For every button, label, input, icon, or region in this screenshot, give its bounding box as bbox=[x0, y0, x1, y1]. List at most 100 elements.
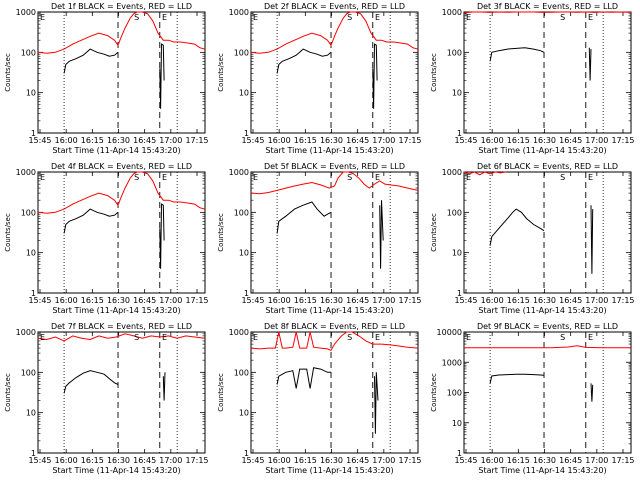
x-tick-label: 16:00 bbox=[481, 296, 504, 305]
time-marker-label: E bbox=[588, 173, 593, 182]
lld-series-line bbox=[37, 11, 206, 54]
plot-frame bbox=[37, 171, 206, 294]
panel-title: Det 8f BLACK = Events, RED = LLD bbox=[264, 322, 405, 331]
y-tick-label: 10000 bbox=[437, 328, 462, 337]
detector-panel: Det 7f BLACK = Events, RED = LLD 1 10 100 10… bbox=[0, 320, 213, 480]
x-tick-label: 16:00 bbox=[268, 296, 291, 305]
y-tick-label: 10 bbox=[26, 409, 36, 418]
y-tick-label: 1000 bbox=[442, 358, 462, 367]
events-series-line bbox=[63, 208, 119, 234]
y-tick-label: 1 bbox=[457, 129, 462, 138]
x-tick-label: 15:45 bbox=[454, 136, 477, 145]
plot-frame bbox=[250, 171, 419, 294]
y-tick-label: 10 bbox=[239, 409, 249, 418]
x-tick-label: 16:45 bbox=[346, 456, 369, 465]
y-tick-label: 1000 bbox=[442, 168, 462, 177]
time-marker-label: E bbox=[40, 13, 45, 22]
x-tick-label: 15:45 bbox=[28, 136, 51, 145]
time-marker-label: S bbox=[347, 13, 352, 22]
x-tick-label: 16:30 bbox=[533, 456, 556, 465]
plot-frame bbox=[463, 331, 632, 454]
x-tick-label: 17:15 bbox=[398, 456, 421, 465]
y-tick-label: 10 bbox=[239, 249, 249, 258]
x-tick-label: 17:00 bbox=[372, 456, 395, 465]
plot-frame bbox=[463, 171, 632, 294]
y-tick-label: 1000 bbox=[229, 168, 249, 177]
events-series-line bbox=[276, 367, 331, 389]
panel-title: Det 2f BLACK = Events, RED = LLD bbox=[264, 2, 405, 11]
panel-chart: Det 6f BLACK = Events, RED = LLD 1 10 100 10… bbox=[430, 162, 635, 315]
x-tick-label: 17:15 bbox=[611, 136, 634, 145]
panel-title: Det 6f BLACK = Events, RED = LLD bbox=[477, 162, 618, 171]
y-tick-label: 1 bbox=[457, 449, 462, 458]
x-tick-label: 16:45 bbox=[346, 136, 369, 145]
time-marker-label: E bbox=[588, 13, 593, 22]
x-tick-label: 16:30 bbox=[320, 136, 343, 145]
x-tick-label: 17:00 bbox=[585, 296, 608, 305]
panel-title: Det 9f BLACK = Events, RED = LLD bbox=[477, 322, 618, 331]
y-tick-label: 1 bbox=[31, 449, 36, 458]
x-tick-label: 17:15 bbox=[185, 296, 208, 305]
x-tick-label: 16:30 bbox=[320, 456, 343, 465]
time-marker-label: S bbox=[134, 333, 139, 342]
x-tick-label: 17:00 bbox=[159, 296, 182, 305]
x-tick-label: 16:00 bbox=[55, 136, 78, 145]
detector-panel: Det 4f BLACK = Events, RED = LLD 1 10 100 10… bbox=[0, 160, 213, 320]
panel-chart: Det 1f BLACK = Events, RED = LLD 1 10 100 10… bbox=[4, 2, 209, 155]
x-tick-label: 16:45 bbox=[133, 296, 156, 305]
x-tick-label: 16:15 bbox=[81, 296, 104, 305]
events-series-line bbox=[159, 203, 165, 269]
x-tick-label: 17:00 bbox=[585, 456, 608, 465]
y-tick-label: 1000 bbox=[16, 328, 36, 337]
x-tick-label: 17:15 bbox=[398, 296, 421, 305]
y-tick-label: 1000 bbox=[442, 8, 462, 17]
time-marker-label: S bbox=[560, 173, 565, 182]
y-axis-label: Counts/sec bbox=[430, 213, 438, 252]
events-series-line bbox=[63, 370, 119, 394]
events-series-line bbox=[489, 208, 545, 246]
x-axis-label: Start Time (11-Apr-14 15:43:20) bbox=[478, 306, 606, 315]
events-series-line bbox=[590, 205, 594, 274]
y-tick-label: 1000 bbox=[16, 8, 36, 17]
time-marker-label: E bbox=[162, 13, 167, 22]
events-series-line bbox=[63, 48, 119, 74]
x-tick-label: 15:45 bbox=[241, 136, 264, 145]
y-tick-label: 10 bbox=[26, 89, 36, 98]
time-marker-label: E bbox=[375, 13, 380, 22]
y-tick-label: 100 bbox=[21, 208, 36, 217]
x-tick-label: 17:15 bbox=[185, 136, 208, 145]
y-axis-label: Counts/sec bbox=[4, 213, 12, 252]
events-series-line bbox=[374, 372, 379, 434]
panel-title: Det 4f BLACK = Events, RED = LLD bbox=[51, 162, 192, 171]
time-marker-label: S bbox=[134, 173, 139, 182]
panel-chart: Det 7f BLACK = Events, RED = LLD 1 10 100 10… bbox=[4, 322, 209, 475]
detector-panel: Det 8f BLACK = Events, RED = LLD 1 10 100 10… bbox=[213, 320, 426, 480]
x-tick-label: 16:30 bbox=[320, 296, 343, 305]
x-tick-label: 16:00 bbox=[268, 456, 291, 465]
x-tick-label: 17:00 bbox=[159, 136, 182, 145]
panel-chart: Det 3f BLACK = Events, RED = LLD 1 10 100 10… bbox=[430, 2, 635, 155]
lld-series-line bbox=[250, 171, 419, 195]
panel-title: Det 3f BLACK = Events, RED = LLD bbox=[477, 2, 618, 11]
x-tick-label: 16:15 bbox=[81, 136, 104, 145]
events-series-line bbox=[276, 48, 332, 74]
x-tick-label: 15:45 bbox=[454, 456, 477, 465]
x-tick-label: 16:15 bbox=[294, 456, 317, 465]
x-tick-label: 15:45 bbox=[454, 296, 477, 305]
x-tick-label: 15:45 bbox=[28, 456, 51, 465]
time-marker-label: E bbox=[162, 333, 167, 342]
x-tick-label: 17:15 bbox=[611, 296, 634, 305]
y-tick-label: 100 bbox=[447, 389, 462, 398]
y-axis-label: Counts/sec bbox=[430, 373, 438, 412]
y-tick-label: 10 bbox=[452, 419, 462, 428]
time-marker-label: E bbox=[253, 13, 258, 22]
y-tick-label: 100 bbox=[21, 48, 36, 57]
panel-title: Det 5f BLACK = Events, RED = LLD bbox=[264, 162, 405, 171]
time-marker-label: E bbox=[375, 333, 380, 342]
y-tick-label: 10 bbox=[26, 249, 36, 258]
time-marker-label: E bbox=[253, 173, 258, 182]
y-tick-label: 100 bbox=[21, 368, 36, 377]
y-tick-label: 100 bbox=[234, 368, 249, 377]
x-tick-label: 15:45 bbox=[241, 296, 264, 305]
lld-series-line bbox=[463, 11, 632, 14]
